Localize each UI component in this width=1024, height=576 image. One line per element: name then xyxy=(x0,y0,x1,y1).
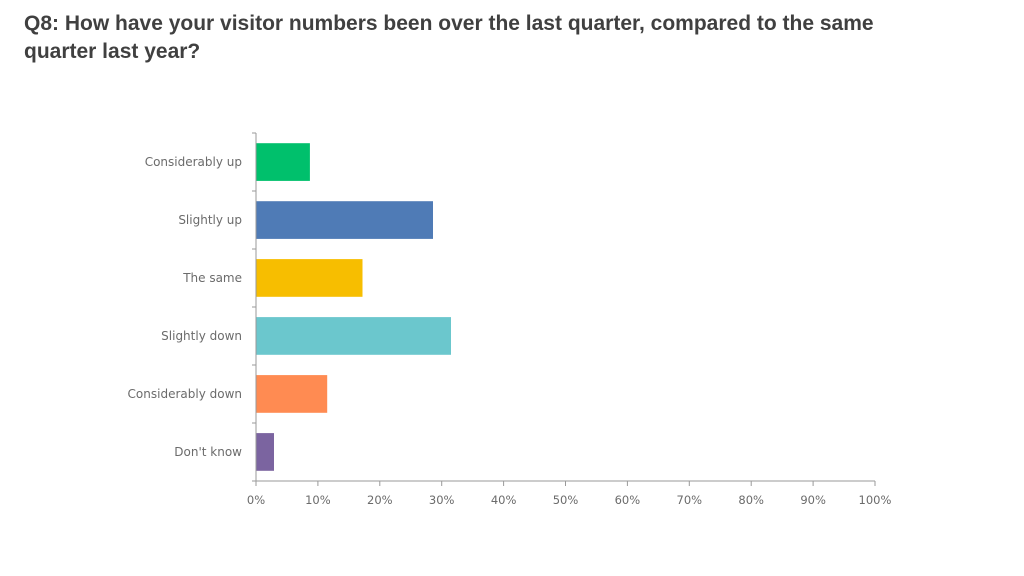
page-title: Q8: How have your visitor numbers been o… xyxy=(24,12,874,63)
x-tick-label: 70% xyxy=(677,493,703,507)
x-tick-label: 20% xyxy=(367,493,393,507)
x-tick-label: 0% xyxy=(247,493,265,507)
bar-considerably-up xyxy=(256,143,310,181)
category-label: The same xyxy=(182,271,242,285)
x-tick-label: 100% xyxy=(859,493,892,507)
category-label: Slightly down xyxy=(161,329,242,343)
x-tick-label: 60% xyxy=(615,493,641,507)
x-tick-label: 40% xyxy=(491,493,517,507)
bar-slightly-down xyxy=(256,317,451,355)
x-tick-label: 80% xyxy=(738,493,764,507)
x-tick-label: 50% xyxy=(553,493,579,507)
bar-don-t-know xyxy=(256,433,274,471)
bar-considerably-down xyxy=(256,375,328,413)
category-label: Slightly up xyxy=(178,213,242,227)
bar-the-same xyxy=(256,259,363,297)
x-tick-label: 10% xyxy=(305,493,331,507)
category-label: Considerably up xyxy=(145,155,242,169)
category-label: Considerably down xyxy=(128,387,242,401)
x-tick-label: 30% xyxy=(429,493,455,507)
category-label: Don't know xyxy=(174,445,242,459)
x-tick-label: 90% xyxy=(800,493,826,507)
bar-slightly-up xyxy=(256,201,433,239)
